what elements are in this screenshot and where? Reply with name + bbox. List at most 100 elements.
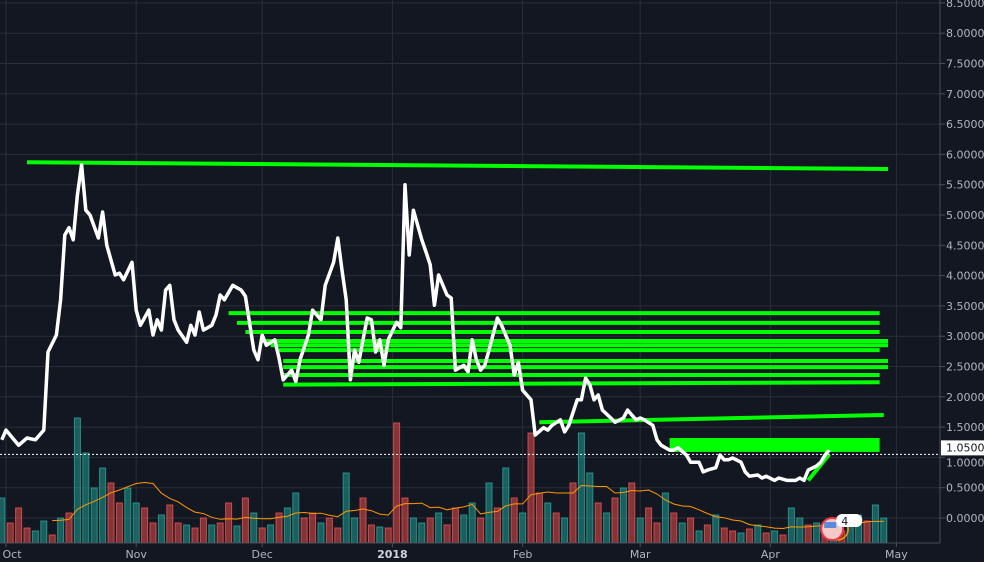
volume-bar [0, 497, 6, 544]
volume-bar [561, 517, 569, 544]
volume-bar [300, 517, 308, 544]
y-tick-label: 3.0000 [946, 330, 984, 343]
volume-bar [435, 512, 443, 544]
volume-bar [141, 507, 149, 544]
volume-bar [376, 526, 384, 544]
volume-bar [552, 512, 560, 544]
volume-bar [132, 502, 140, 544]
volume-bar [544, 502, 552, 544]
volume-bar [603, 512, 611, 544]
y-tick-label: 5.5000 [946, 179, 984, 192]
x-tick-label: Mar [630, 548, 651, 561]
volume-bar [31, 530, 39, 544]
volume-bar [258, 527, 266, 544]
x-tick-label: Oct [2, 548, 22, 561]
volume-bar [225, 502, 233, 544]
volume-bar [309, 512, 317, 544]
y-tick-label: 6.5000 [946, 118, 984, 131]
volume-bar [712, 514, 720, 544]
volume-bar [796, 517, 804, 544]
volume-bar [754, 524, 762, 544]
volume-bar [653, 522, 661, 544]
volume-bar [729, 530, 737, 544]
volume-bar [645, 507, 653, 544]
svg-text:1.0500: 1.0500 [946, 441, 984, 454]
volume-bar [317, 522, 325, 544]
x-tick-label: Nov [125, 548, 147, 561]
volume-bar [695, 530, 703, 544]
y-tick-label: 3.5000 [946, 300, 984, 313]
support-zone[interactable] [669, 438, 880, 452]
volume-bar [443, 524, 451, 544]
volume-bar [149, 522, 157, 544]
volume-bar [619, 487, 627, 544]
volume-bar [535, 492, 543, 544]
y-tick-label: 2.0000 [946, 391, 984, 404]
volume-bar [687, 517, 695, 544]
volume-bar [292, 492, 300, 544]
y-tick-label: 4.0000 [946, 270, 984, 283]
volume-bar [628, 482, 636, 544]
trendline[interactable] [26, 160, 889, 171]
volume-bar [477, 517, 485, 544]
x-tick-label: Apr [761, 548, 781, 561]
volume-bar [678, 522, 686, 544]
volume-bar [519, 512, 527, 544]
volume-bar [460, 514, 468, 544]
volume-bar [787, 507, 795, 544]
volume-bar [586, 472, 594, 544]
y-tick-label: 6.0000 [946, 148, 984, 161]
volume-bar [23, 527, 31, 544]
volume-bar [367, 524, 375, 544]
volume-bar [771, 530, 779, 544]
volume-bar [527, 432, 535, 544]
volume-bar [804, 524, 812, 544]
y-axis[interactable]: 8.5000 8.0000 7.5000 7.0000 6.5000 6.0000 5.50… [939, 0, 984, 543]
volume-bar [99, 467, 107, 544]
volume-bar [611, 497, 619, 544]
x-axis[interactable]: Oct Nov Dec 2018 Feb Mar Apr May [0, 542, 940, 561]
volume-bar [720, 527, 728, 544]
volume-bar [183, 524, 191, 544]
volume-bar [241, 497, 249, 544]
x-tick-label: Feb [513, 548, 532, 561]
volume-bar [48, 534, 56, 544]
last-price-label: 1.0500 [941, 440, 984, 456]
volume-bar [6, 522, 14, 544]
volume-bar [40, 520, 48, 544]
y-tick-label: 0.0000 [946, 512, 984, 525]
y-tick-label: 1.5000 [946, 421, 984, 434]
volume-bar [401, 497, 409, 544]
volume-bar [745, 528, 753, 544]
volume-bar [359, 497, 367, 544]
volume-bar [871, 504, 879, 544]
trendline[interactable] [539, 412, 884, 425]
y-tick-label: 1.0000 [946, 456, 984, 469]
volume-bar [199, 517, 207, 544]
x-tick-label: Dec [252, 548, 273, 561]
volume-bar [57, 517, 65, 544]
volume-bar [594, 502, 602, 544]
grid [0, 0, 940, 543]
volume-bar [166, 504, 174, 544]
volume-bar [426, 517, 434, 544]
volume-bar [451, 507, 459, 544]
event-marker[interactable]: 4 [820, 514, 863, 541]
price-line [0, 162, 831, 483]
y-tick-label: 2.5000 [946, 361, 984, 374]
y-tick-label: 8.0000 [946, 27, 984, 40]
volume-bar [863, 520, 871, 544]
y-tick-label: 0.5000 [946, 482, 984, 495]
volume-bar [174, 522, 182, 544]
volume-bar [351, 517, 359, 544]
volume-bar [384, 527, 392, 544]
volume-bar [670, 512, 678, 544]
volume-bar [115, 502, 123, 544]
volume-bar [703, 524, 711, 544]
x-tick-label: May [885, 548, 908, 561]
trendline[interactable] [806, 453, 831, 482]
volume-bar [393, 422, 401, 544]
trendline[interactable] [283, 380, 880, 387]
